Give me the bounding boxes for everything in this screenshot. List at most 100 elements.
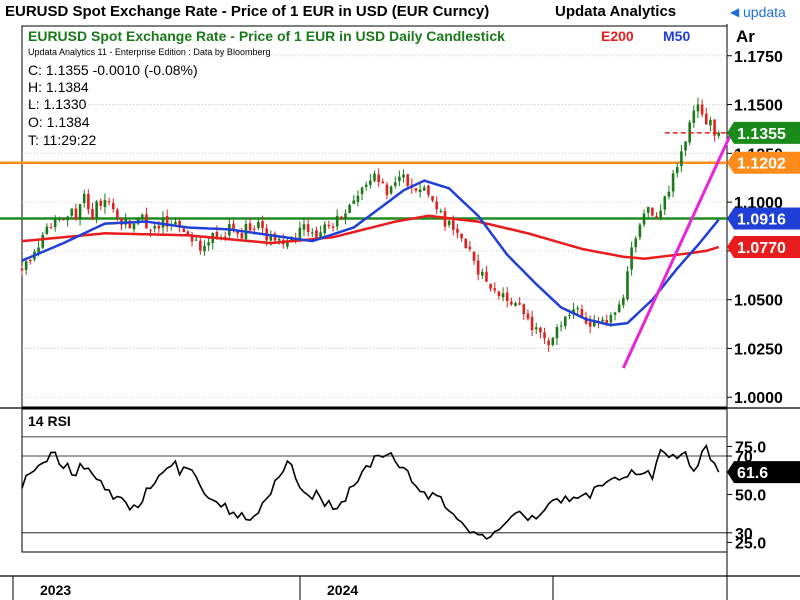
candle-body — [617, 304, 621, 313]
rsi-tick-label: 30 — [735, 526, 753, 543]
brand-name: Updata Analytics — [555, 3, 677, 20]
candle-body — [128, 220, 132, 229]
price-tick-label: 1.1750 — [734, 49, 783, 66]
candle-body — [70, 208, 74, 216]
logo-arrow-icon: ◀ — [730, 5, 740, 19]
candle-body — [692, 110, 696, 124]
price-tick-label: 1.0250 — [734, 341, 783, 358]
candle-body — [315, 230, 318, 238]
candle-body — [340, 216, 343, 219]
year-label-2023: 2023 — [40, 582, 71, 598]
candle-body — [468, 246, 472, 250]
candle-body — [269, 233, 273, 241]
candle-body — [422, 187, 426, 191]
price-gridlines — [22, 55, 727, 398]
candle-body — [539, 327, 542, 333]
candle-body — [302, 224, 306, 230]
candle-body — [476, 260, 480, 275]
info-close: C: 1.1355 -0.0010 (-0.08%) — [28, 62, 198, 78]
candle-body — [277, 238, 281, 241]
e200-line — [21, 214, 720, 260]
candle-body — [510, 301, 513, 305]
candle-body — [66, 216, 69, 221]
candle-body — [327, 224, 331, 227]
candle-body — [547, 340, 550, 346]
info-high: H: 1.1384 — [28, 79, 89, 95]
logo-text: updata — [743, 4, 786, 20]
rsi-title: 14 RSI — [28, 413, 71, 429]
candle-body — [286, 240, 289, 247]
title-bar: EURUSD Spot Exchange Rate - Price of 1 E… — [0, 0, 800, 24]
candle-body — [364, 184, 368, 187]
candle-body — [497, 291, 501, 296]
candle-body — [49, 227, 53, 229]
candle-body — [576, 308, 580, 310]
info-open: O: 1.1384 — [28, 114, 90, 130]
candle-body — [120, 217, 123, 225]
candle-body — [646, 207, 650, 213]
rsi-tick-label: 50.0 — [735, 487, 766, 504]
marker-badge-m50-value — [727, 207, 800, 230]
candle-body — [103, 200, 107, 208]
candle-body — [717, 132, 721, 136]
info-block: Updata Analytics 11 - Enterprise Edition… — [28, 47, 270, 148]
candle-body — [99, 200, 103, 206]
candle-body — [642, 213, 646, 225]
candle-body — [414, 188, 418, 191]
candle-body — [439, 210, 443, 212]
updata-logo[interactable]: ◀ updata — [730, 4, 798, 22]
candle-body — [149, 230, 152, 232]
price-markers: 1.1355 1.0916 1.0770 1.1202 — [727, 121, 800, 258]
candle-body — [87, 193, 90, 210]
candle-body — [352, 200, 356, 204]
candle-body — [207, 242, 210, 246]
candle-body — [261, 221, 264, 229]
candle-body — [568, 314, 571, 316]
price-tick-label: 1.0500 — [734, 293, 783, 310]
candle-body — [402, 174, 405, 178]
candle-body — [572, 309, 575, 315]
rsi-panel-border — [21, 408, 728, 553]
candle-body — [58, 218, 61, 220]
candle-body — [369, 180, 372, 185]
marker-label-resistance-value: 1.1202 — [737, 156, 786, 173]
candle-body — [472, 251, 476, 261]
candle-body — [651, 207, 654, 216]
candle-body — [37, 247, 40, 253]
candle-body — [543, 332, 546, 339]
candle-body — [240, 233, 244, 239]
candle-body — [190, 234, 194, 242]
candle-body — [675, 167, 679, 174]
candle-body — [41, 234, 45, 248]
candle-body — [464, 238, 468, 249]
candle-body — [559, 325, 563, 327]
candle-body — [501, 293, 505, 298]
candlestick-series — [20, 97, 721, 352]
candle-body — [634, 238, 638, 248]
candle-body — [298, 227, 302, 239]
candle-body — [588, 321, 592, 327]
candle-body — [140, 214, 144, 218]
candle-body — [389, 186, 393, 194]
candle-body — [24, 261, 28, 271]
candle-body — [344, 213, 347, 220]
candle-body — [563, 316, 567, 327]
candle-body — [252, 228, 256, 230]
year-label-2024: 2024 — [327, 582, 358, 598]
candle-body — [418, 189, 422, 192]
candle-body — [626, 271, 629, 300]
candle-body — [182, 228, 186, 233]
price-chart-title: EURUSD Spot Exchange Rate - Price of 1 E… — [28, 28, 505, 44]
marker-resistance-value: 1.1202 — [727, 151, 800, 174]
candle-body — [659, 210, 662, 218]
candle-body — [45, 226, 49, 234]
marker-badge-e200-value — [727, 235, 800, 258]
price-tick-label: 1.0000 — [734, 390, 783, 407]
candle-body — [319, 232, 322, 238]
uptrend-line — [621, 123, 737, 369]
candle-body — [111, 203, 115, 210]
m50-line — [21, 179, 720, 327]
candle-body — [194, 239, 198, 241]
legend-m50: M50 — [663, 28, 690, 44]
candle-body — [157, 225, 161, 229]
